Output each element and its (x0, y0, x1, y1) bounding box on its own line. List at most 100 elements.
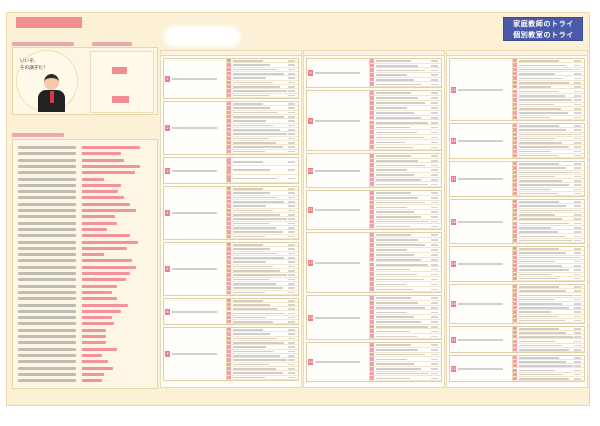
subtopic-number (227, 136, 231, 140)
subtopic-text (233, 372, 283, 375)
subtopic-number (370, 163, 374, 168)
topic-card: 15 (449, 58, 585, 121)
topic-score (217, 125, 223, 131)
subtopic-number (370, 324, 374, 329)
subtopic-score (574, 68, 581, 71)
subtopic-text (376, 211, 414, 213)
bar (82, 209, 136, 212)
bar (82, 328, 106, 332)
subtopic-number (513, 276, 517, 280)
subtopic-row (513, 238, 584, 243)
subtopic-text (233, 90, 287, 93)
bar (82, 322, 114, 326)
subtopic-number (370, 219, 374, 224)
subtopic-row (513, 115, 584, 120)
subtopic-score (431, 259, 438, 261)
subtopic-score (431, 169, 438, 172)
subtopic-row (513, 149, 584, 154)
subtopic-row (227, 354, 298, 359)
subtopic-number (513, 183, 517, 187)
subtopic-row (370, 130, 441, 136)
subtopic-text (233, 244, 263, 246)
subtopic-number (227, 234, 231, 238)
subtopic-score (288, 376, 295, 379)
bar (82, 347, 117, 351)
subtopic-number (513, 141, 517, 145)
subtopic-text (519, 336, 573, 338)
subtopic-score (431, 64, 438, 67)
subtopic-row (227, 264, 298, 269)
subtopic-text (233, 64, 270, 67)
bar-label (18, 366, 76, 370)
subtopic-row (227, 230, 298, 235)
subtopic-row (227, 234, 298, 239)
topic-card: 12 (306, 232, 442, 293)
subtopic-text (233, 201, 284, 203)
subtopic-text (376, 160, 418, 162)
subtopic-score (431, 102, 438, 104)
subtopic-text (233, 68, 277, 71)
subtopic-text (519, 373, 562, 376)
subtopic-row (227, 132, 298, 137)
subtopic-text (376, 131, 417, 134)
subtopic-score (288, 227, 295, 229)
subtopic-text (519, 133, 573, 136)
subtopic-number (513, 318, 517, 322)
subtopic-text (233, 94, 269, 97)
subtopic-text (233, 329, 263, 331)
subtopic-number (227, 191, 231, 195)
subtopic-row (370, 247, 441, 253)
topic-number: 16 (451, 138, 456, 144)
topic-score (503, 87, 509, 93)
subtopic-number (513, 170, 517, 174)
subtopic-number (513, 368, 517, 372)
subtopic-text (519, 137, 555, 140)
topic-column: 1 2 3 4 5 6 7 (160, 50, 302, 388)
subtopic-score (574, 125, 581, 127)
subtopic-row (513, 191, 584, 196)
subtopic-number (227, 341, 231, 345)
topic-number: 18 (451, 218, 456, 225)
subtopic-text (376, 169, 407, 172)
bar (82, 152, 121, 156)
subtopic-number (370, 105, 374, 110)
subtopic-list (369, 233, 441, 292)
subtopic-number (370, 357, 374, 361)
subtopic-number (513, 255, 517, 259)
subtopic-row (513, 67, 584, 73)
subtopic-row (513, 166, 584, 171)
subtopic-score (431, 183, 438, 186)
bar (82, 246, 127, 250)
bar (82, 316, 112, 320)
subtopic-row (227, 260, 298, 265)
subtopic-text (233, 248, 270, 251)
topic-card: 17 (449, 161, 585, 197)
subtopic-number (370, 91, 374, 95)
subtopic-row (513, 285, 584, 290)
subtopic-text (233, 107, 270, 110)
subtopic-row (227, 328, 298, 333)
subtopic-score (574, 150, 581, 153)
subtopic-number (370, 140, 374, 145)
subtopic-number (370, 135, 374, 140)
subtopic-text (233, 304, 270, 306)
subtopic-score (574, 256, 581, 259)
subtopic-row (513, 85, 584, 90)
topic-number: 7 (165, 351, 170, 357)
subtopic-score (431, 239, 438, 241)
bar (82, 284, 117, 288)
subtopic-list (369, 296, 441, 339)
subtopic-row (227, 349, 298, 354)
subtopic-number (513, 145, 517, 149)
subtopic-row (370, 168, 441, 173)
subtopic-score (431, 302, 438, 304)
subtopic-number (227, 371, 231, 375)
bar-label (18, 353, 76, 357)
subtopic-row (227, 187, 298, 192)
topic-score (360, 359, 366, 365)
subtopic-number (227, 132, 231, 136)
subtopic-text (376, 192, 411, 194)
subtopic-text (519, 348, 569, 351)
subtopic-number (513, 174, 517, 178)
subtopic-row (370, 195, 441, 201)
